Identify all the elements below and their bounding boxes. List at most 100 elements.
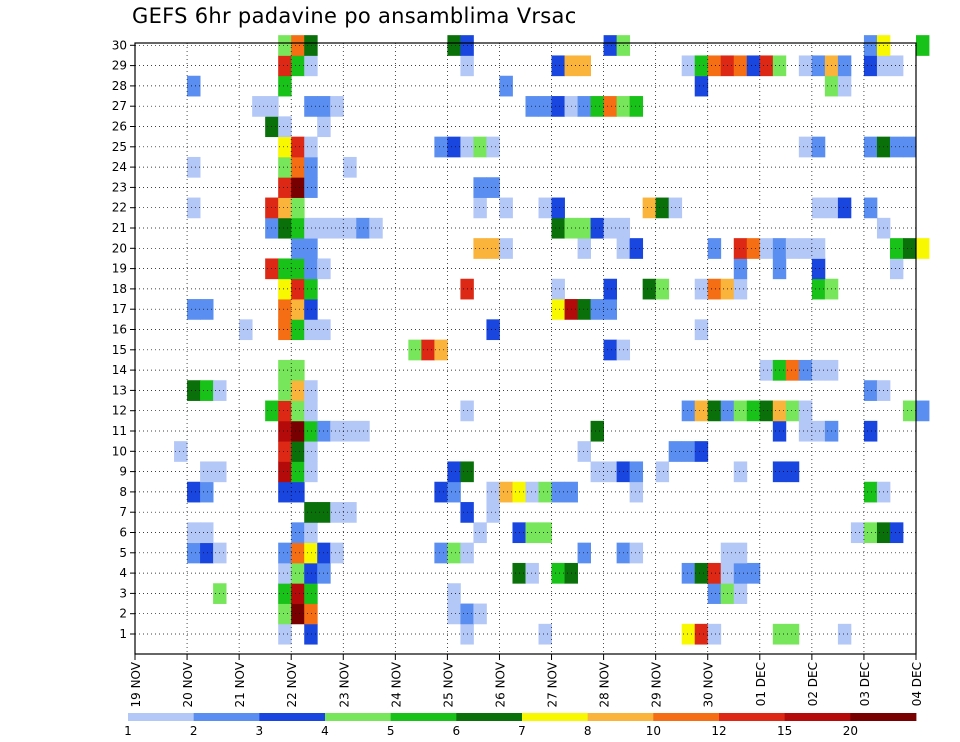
x-tick-label: 04 DEC xyxy=(910,662,924,706)
heatmap-cell xyxy=(291,35,305,56)
y-tick-label: 29 xyxy=(112,59,127,73)
heatmap-cell xyxy=(590,299,604,320)
heatmap-cell xyxy=(343,420,357,442)
heatmap-cell xyxy=(278,136,292,158)
heatmap-cell xyxy=(863,481,878,503)
heatmap-cell xyxy=(889,55,904,77)
heatmap-cell xyxy=(590,217,604,239)
heatmap-cell xyxy=(551,562,565,584)
heatmap-cell xyxy=(798,400,813,422)
colorbar-label: 8 xyxy=(584,724,592,738)
y-tick-label: 11 xyxy=(112,424,127,438)
heatmap-cell xyxy=(278,380,292,401)
heatmap-cell xyxy=(291,461,305,483)
heatmap-cell xyxy=(343,156,357,178)
y-tick-label: 5 xyxy=(119,546,127,560)
heatmap-cell xyxy=(733,278,748,300)
heatmap-cell xyxy=(486,481,500,503)
heatmap-cell xyxy=(629,461,644,483)
heatmap-cell xyxy=(837,55,852,77)
heatmap-cell xyxy=(733,542,748,564)
heatmap-cell xyxy=(278,481,292,503)
heatmap-cell xyxy=(577,542,591,564)
heatmap-cell xyxy=(447,583,461,604)
heatmap-cell xyxy=(304,299,318,320)
x-tick-label: 21 NOV xyxy=(233,661,247,707)
heatmap-cell xyxy=(304,55,318,77)
heatmap-cell xyxy=(239,319,253,341)
heatmap-cell xyxy=(304,35,318,56)
heatmap-cell xyxy=(759,359,774,381)
heatmap-cell xyxy=(655,461,670,483)
heatmap-cell xyxy=(577,55,591,77)
heatmap-cell xyxy=(538,96,552,117)
heatmap-cell xyxy=(304,542,318,564)
heatmap-cell xyxy=(525,562,539,584)
y-tick-label: 19 xyxy=(112,262,127,276)
y-tick-label: 13 xyxy=(112,383,127,397)
heatmap-cell xyxy=(278,461,292,483)
y-tick-label: 26 xyxy=(112,120,127,134)
heatmap-cell xyxy=(850,522,865,544)
heatmap-cell xyxy=(486,177,500,198)
heatmap-cell xyxy=(785,461,800,483)
colorbar-swatch xyxy=(325,713,392,721)
colorbar-label: 15 xyxy=(777,724,792,738)
heatmap-cell xyxy=(785,359,800,381)
heatmap-cell xyxy=(577,96,591,117)
heatmap-cell xyxy=(330,420,344,442)
colorbar-label: 3 xyxy=(256,724,264,738)
x-tick-label: 22 NOV xyxy=(285,661,299,707)
heatmap-cell xyxy=(629,542,644,564)
heatmap-cell xyxy=(278,258,292,280)
heatmap-cell xyxy=(187,197,201,219)
heatmap-cell xyxy=(655,278,670,300)
heatmap-cell xyxy=(525,481,539,503)
heatmap-cell xyxy=(603,461,618,483)
x-tick-label: 19 NOV xyxy=(129,661,143,707)
heatmap-cell xyxy=(291,542,305,564)
heatmap-cell xyxy=(343,502,357,523)
heatmap-cell xyxy=(538,197,552,219)
heatmap-cell xyxy=(863,136,878,158)
heatmap-cell xyxy=(278,441,292,462)
heatmap-cell xyxy=(187,75,201,97)
heatmap-cell xyxy=(694,400,709,422)
colorbar-label: 7 xyxy=(518,724,526,738)
heatmap-cell xyxy=(278,562,292,584)
heatmap-cell xyxy=(278,35,292,56)
heatmap-cell xyxy=(916,400,930,422)
heatmap-cell xyxy=(759,55,774,77)
heatmap-cell xyxy=(798,55,813,77)
y-tick-label: 3 xyxy=(119,586,127,600)
heatmap-cell xyxy=(291,481,305,503)
heatmap-cell xyxy=(304,380,318,401)
heatmap-cell xyxy=(707,400,722,422)
heatmap-cell xyxy=(902,238,917,259)
heatmap-cell xyxy=(291,238,305,259)
x-tick-label: 23 NOV xyxy=(337,661,351,707)
heatmap-cell xyxy=(447,542,461,564)
heatmap-cell xyxy=(278,197,292,219)
heatmap-cell xyxy=(811,197,826,219)
heatmap-cell xyxy=(707,562,722,584)
heatmap-cell xyxy=(837,197,852,219)
y-tick-label: 10 xyxy=(112,444,127,458)
y-tick-label: 9 xyxy=(119,465,127,479)
heatmap-cell xyxy=(681,623,696,645)
heatmap-cell xyxy=(278,156,292,178)
heatmap-cell xyxy=(499,481,513,503)
heatmap-cell xyxy=(291,583,305,604)
heatmap-cell xyxy=(473,136,487,158)
heatmap-cell xyxy=(304,319,318,341)
heatmap-cell xyxy=(291,380,305,401)
heatmap-cell xyxy=(304,217,318,239)
colorbar-swatch xyxy=(587,713,654,721)
heatmap-cell xyxy=(304,177,318,198)
heatmap-cell xyxy=(733,258,748,280)
heatmap-cell xyxy=(200,542,214,564)
heatmap-cell xyxy=(694,55,709,77)
heatmap-cell xyxy=(187,481,201,503)
heatmap-cell xyxy=(681,562,696,584)
colorbar: 1 2 3 4 5 6 7 8 10 12 15 20 xyxy=(124,713,917,738)
